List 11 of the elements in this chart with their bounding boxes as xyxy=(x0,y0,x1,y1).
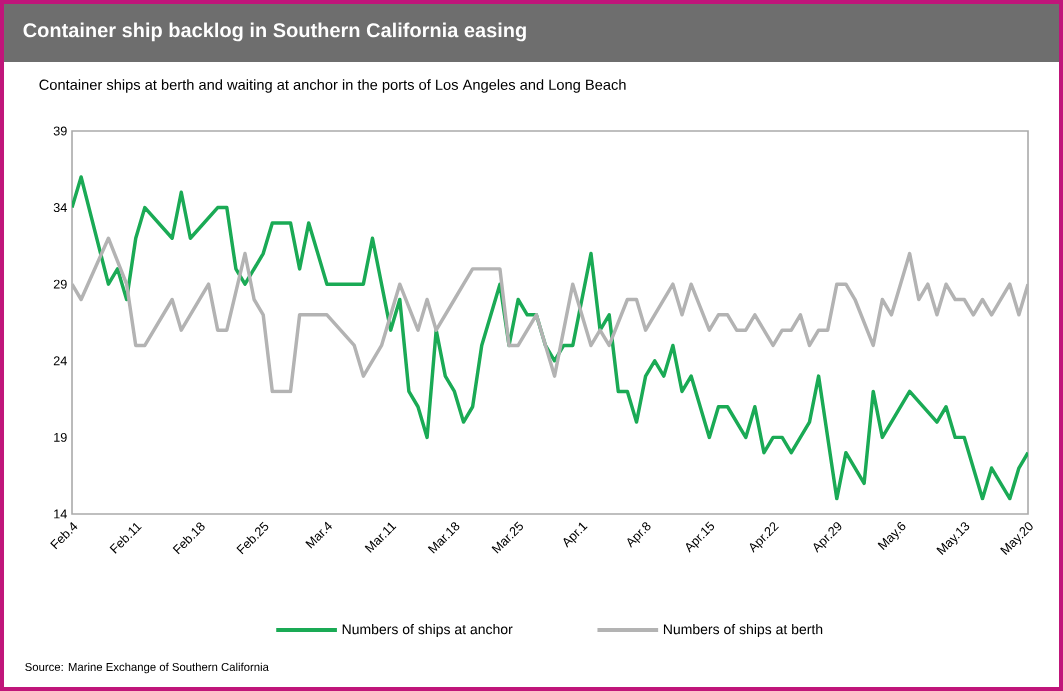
y-tick-label: 39 xyxy=(53,126,67,136)
chart-subtitle: Container ships at berth and waiting at anchor in the ports of Los Angeles and Long Beach xyxy=(39,79,626,93)
source-note: Source: Marine Exchange of Southern California xyxy=(25,662,269,674)
y-tick-label: 14 xyxy=(54,509,67,519)
chart-title: Container ship backlog in Southern California easing xyxy=(23,22,526,42)
legend-label: Numbers of ships at berth xyxy=(663,623,823,638)
y-tick-label: 19 xyxy=(54,432,67,442)
y-tick-label: 24 xyxy=(53,356,67,366)
y-tick-label: 29 xyxy=(53,279,67,289)
legend-label: Numbers of ships at anchor xyxy=(342,623,513,638)
y-tick-label: 34 xyxy=(53,203,67,213)
